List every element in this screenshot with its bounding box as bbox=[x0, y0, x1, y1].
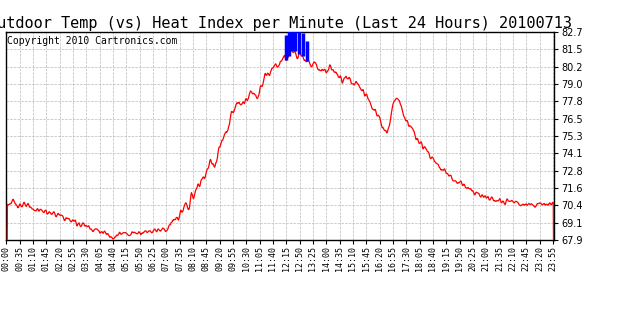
Title: Outdoor Temp (vs) Heat Index per Minute (Last 24 Hours) 20100713: Outdoor Temp (vs) Heat Index per Minute … bbox=[0, 16, 572, 31]
Text: Copyright 2010 Cartronics.com: Copyright 2010 Cartronics.com bbox=[8, 36, 178, 46]
